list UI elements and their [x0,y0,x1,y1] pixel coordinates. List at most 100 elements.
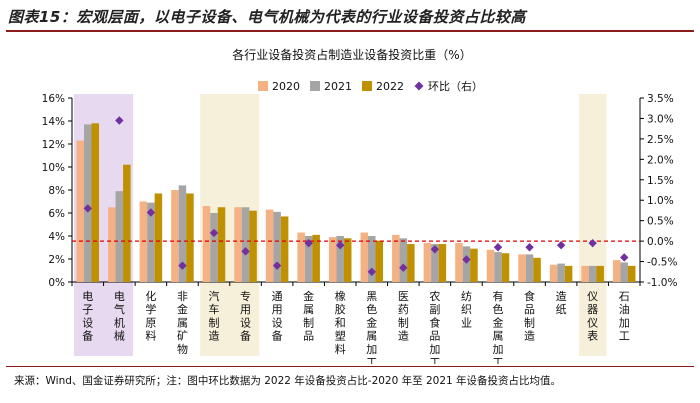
y-tick-label: 4% [48,231,65,243]
bar-2022 [501,253,510,282]
highlight-band [578,94,607,356]
bar-2021 [399,238,408,282]
marker-diamond [115,116,124,125]
bar-2022 [564,265,573,282]
y-tick-label: 16% [42,93,65,105]
bar-2020 [486,249,495,282]
category-label: 黑色金属加工 [366,290,377,364]
category-label: 纺织业 [461,289,472,329]
bar-2020 [108,207,116,282]
legend-swatch [362,81,372,91]
marker-diamond [588,238,597,248]
y-tick-label: 0% [48,277,65,289]
marker-diamond [178,261,187,270]
category-label: 电子设备 [82,290,93,343]
y-tick-label: 10% [42,162,65,174]
bar-2020 [76,140,85,282]
bar-2022 [470,248,478,282]
bar-2021 [588,265,597,282]
marker-diamond [336,241,345,250]
bar-2022 [186,193,194,282]
y2-tick-label: 1.0% [647,195,674,207]
bar-2021 [115,191,124,282]
y2-tick-label: 1.5% [647,175,674,187]
bar-2021 [241,207,250,282]
category-label: 农副食品加工 [429,289,440,364]
markers [83,116,629,276]
bar-2020 [234,207,242,282]
bar-2020 [581,265,589,282]
marker-diamond [367,267,376,276]
legend-label: 环比（右） [428,79,483,93]
marker-diamond [556,241,566,250]
source-note: 来源：Wind、国金证券研究所；注：图中环比数据为 2022 年设备投资占比-2… [14,375,562,387]
bar-2022 [596,265,604,282]
bar-2022 [123,164,131,282]
bar-2022 [154,193,163,282]
y2-tick-label: 0.5% [647,216,674,228]
category-label: 有色金属加工 [493,289,504,364]
category-label: 电气机械 [114,290,125,343]
axes: 0% 2% 4% 6% 8% 10% 12% 14% 16% -1.0% -0.5% 0.0% 0.5%… [42,93,678,289]
bar-2022 [249,210,257,282]
bar-2021 [84,124,92,282]
bar-2021 [620,262,628,282]
bar-2020 [265,209,274,282]
y-tick-label: 6% [48,208,65,220]
bar-2021 [336,236,344,282]
category-label: 通用设备 [272,290,283,343]
bar-2020 [202,206,211,282]
y-tick-label: 12% [42,139,65,151]
category-label: 医药制造 [398,290,409,343]
y-tick-label: 2% [48,254,65,266]
bar-2020 [360,232,369,282]
figure-title: 图表15：宏观层面，以电子设备、电气机械为代表的行业设备投资占比较高 [8,8,526,26]
bars [76,123,636,282]
y-tick-label: 14% [42,116,65,128]
legend-swatch [414,81,424,91]
marker-diamond [493,243,503,252]
marker-diamond [620,253,629,262]
y2-tick-label: 0.0% [647,236,674,248]
bar-2022 [217,207,226,282]
category-label: 橡胶和塑料 [335,290,346,356]
bar-2020 [518,254,526,282]
legend-swatch [310,81,320,91]
legend: 2020 2021 2022 环比（右） [258,79,483,93]
bar-2021 [147,202,155,282]
marker-diamond [83,204,92,213]
bar-2022 [91,123,100,282]
chart-title: 各行业设备投资占制造业设备投资比重（%） [232,47,471,62]
y-tick-label: 8% [48,185,65,197]
bar-2022 [312,234,320,282]
bar-2020 [297,232,305,282]
bar-2022 [407,244,415,282]
legend-label: 2022 [376,80,404,93]
top-rule [6,30,694,32]
bar-2020 [171,190,179,282]
category-labels: 电子设备 电气机械 化学原料 非金属矿物 汽车制造 专用设备 通用设备 金属制品 橡胶和塑料 黑色… [82,289,629,364]
category-label: 仪器仪表 [587,290,598,343]
y2-tick-label: 3.5% [647,93,674,105]
bar-2021 [557,263,565,282]
bar-2022 [438,244,447,282]
marker-diamond [525,243,534,252]
legend-swatch [258,81,268,91]
y2-tick-label: 2.0% [647,154,674,166]
category-label: 化学原料 [145,289,156,343]
y2-tick-label: 3.0% [647,113,674,125]
bar-2021 [304,236,313,282]
bar-2020 [549,264,558,282]
marker-diamond [241,247,250,256]
bar-2022 [375,240,384,282]
bar-2020 [392,234,400,282]
marker-diamond [399,263,408,272]
category-label: 造纸 [556,289,567,316]
bar-2020 [423,242,432,282]
bar-2022 [280,216,289,282]
category-label: 专用设备 [240,289,251,343]
bar-2021 [178,185,187,282]
bar-2021 [368,236,376,282]
bar-2020 [612,260,621,282]
legend-label: 2020 [272,80,300,93]
